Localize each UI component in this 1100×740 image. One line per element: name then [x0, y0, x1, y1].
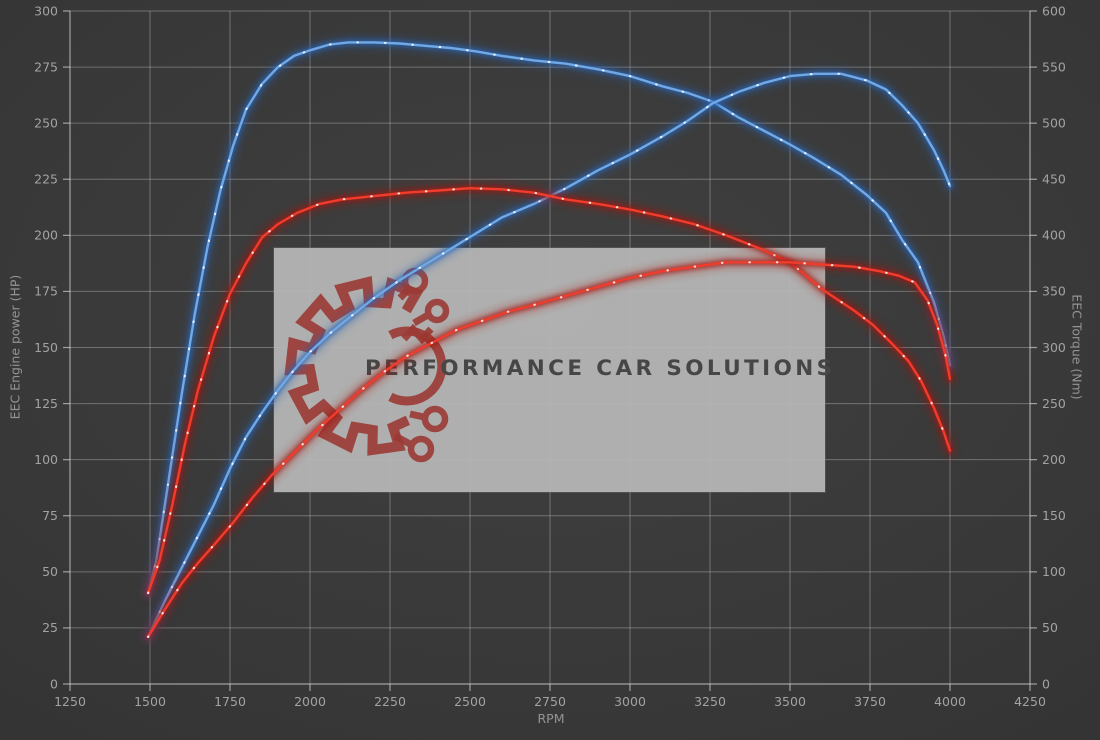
- right-axis-tick-label: 500: [1042, 115, 1066, 130]
- left-axis-tick-label: 50: [42, 564, 58, 579]
- right-axis-tick-label: 600: [1042, 3, 1066, 18]
- watermark: PERFORMANCE CAR SOLUTIONS: [274, 248, 832, 492]
- x-axis-tick-label: 2000: [294, 694, 326, 709]
- left-axis-tick-label: 200: [34, 228, 58, 243]
- left-axis-tick-label: 100: [34, 452, 58, 467]
- right-axis-tick-label: 50: [1042, 620, 1058, 635]
- right-axis-tick-label: 0: [1042, 676, 1050, 691]
- x-axis-tick-label: 2750: [534, 694, 566, 709]
- x-axis-tick-label: 4250: [1014, 694, 1046, 709]
- x-axis-tick-label: 4000: [934, 694, 966, 709]
- left-axis-tick-label: 75: [42, 508, 58, 523]
- left-axis-tick-label: 250: [34, 115, 58, 130]
- left-axis-tick-label: 0: [50, 676, 58, 691]
- right-axis-tick-label: 150: [1042, 508, 1066, 523]
- left-axis-tick-label: 175: [34, 284, 58, 299]
- left-axis-tick-label: 25: [42, 620, 58, 635]
- x-axis-tick-label: 3250: [694, 694, 726, 709]
- left-axis-title: EEC Engine power (HP): [7, 274, 23, 420]
- x-axis-tick-label: 1250: [54, 694, 86, 709]
- right-axis-tick-label: 450: [1042, 172, 1066, 187]
- x-axis-tick-label: 2500: [454, 694, 486, 709]
- left-axis-tick-label: 225: [34, 172, 58, 187]
- x-axis-tick-label: 3000: [614, 694, 646, 709]
- x-axis-tick-label: 1500: [134, 694, 166, 709]
- x-axis-tick-label: 3750: [854, 694, 886, 709]
- right-axis-tick-label: 550: [1042, 59, 1066, 74]
- left-axis-tick-label: 125: [34, 396, 58, 411]
- x-axis-tick-label: 1750: [214, 694, 246, 709]
- right-axis-tick-label: 400: [1042, 228, 1066, 243]
- x-axis-title: RPM: [537, 711, 565, 726]
- right-axis-tick-label: 300: [1042, 340, 1066, 355]
- right-axis-tick-label: 100: [1042, 564, 1066, 579]
- x-axis-tick-label: 2250: [374, 694, 406, 709]
- right-axis-title: EEC Torque (Nm): [1069, 294, 1085, 400]
- x-axis-tick-label: 3500: [774, 694, 806, 709]
- right-axis-tick-label: 250: [1042, 396, 1066, 411]
- left-axis-tick-label: 150: [34, 340, 58, 355]
- right-axis-tick-label: 350: [1042, 284, 1066, 299]
- left-axis-tick-label: 275: [34, 59, 58, 74]
- left-axis-tick-label: 300: [34, 3, 58, 18]
- right-axis-tick-label: 200: [1042, 452, 1066, 467]
- watermark-text: PERFORMANCE CAR SOLUTIONS: [365, 356, 836, 381]
